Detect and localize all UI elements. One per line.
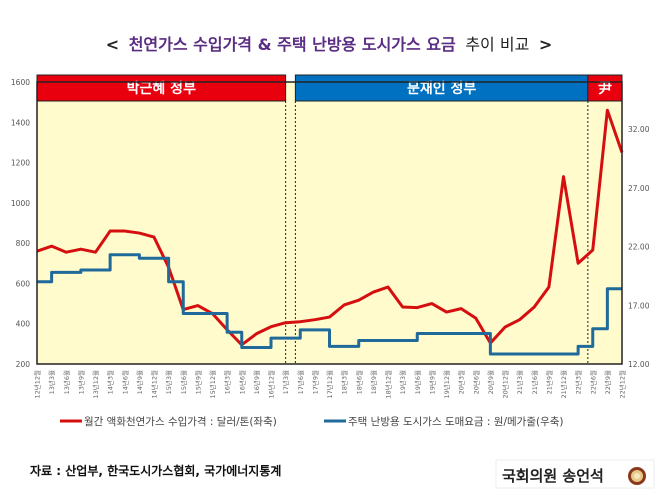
left-axis: 200 400 600 800 1000 1200 1400 1600 bbox=[11, 78, 30, 369]
x-tick-label: 12년12월 bbox=[33, 370, 42, 399]
x-tick-label: 22년12월 bbox=[618, 370, 627, 399]
legend: 월간 액화천연가스 수입가격 : 달러/톤(좌축) 주택 난방용 도시가스 도매요… bbox=[60, 415, 564, 428]
x-tick-label: 20년3월 bbox=[457, 370, 466, 394]
x-tick-label: 17년3월 bbox=[281, 370, 290, 394]
x-tick-label: 20년6월 bbox=[471, 370, 480, 394]
government-periods: 박근혜 정부 문재인 정부 尹 bbox=[36, 74, 623, 364]
x-tick-label: 14년6월 bbox=[120, 370, 129, 394]
left-tick-label: 200 bbox=[16, 360, 31, 369]
plot-area bbox=[37, 82, 622, 364]
x-tick-label: 18년12월 bbox=[384, 370, 393, 399]
signature-box bbox=[495, 459, 655, 489]
x-tick-label: 19년12월 bbox=[442, 370, 451, 399]
x-tick-label: 16년12월 bbox=[267, 370, 276, 399]
right-tick-label: 27.00 bbox=[628, 184, 650, 193]
x-tick-label: 13년6월 bbox=[62, 370, 71, 394]
legend-label: 주택 난방용 도시가스 도매요금 : 원/메가줄(우축) bbox=[348, 416, 564, 428]
period-band bbox=[294, 74, 589, 102]
right-tick-label: 22.00 bbox=[628, 243, 650, 252]
x-tick-label: 22년6월 bbox=[588, 370, 597, 394]
title-open: < bbox=[106, 35, 119, 54]
period-band bbox=[587, 74, 623, 102]
x-tick-label: 22년9월 bbox=[603, 370, 612, 394]
period-label: 문재인 정부 bbox=[407, 80, 476, 97]
right-tick-label: 12.00 bbox=[628, 360, 650, 369]
series-lines bbox=[36, 108, 624, 356]
title-highlight: 천연가스 수입가격 & 주택 난방용 도시가스 요금 bbox=[129, 35, 456, 54]
series-line-1 bbox=[37, 253, 622, 356]
x-tick-label: 20년12월 bbox=[501, 370, 510, 399]
x-tick-label: 14년12월 bbox=[150, 370, 159, 399]
left-tick-label: 1600 bbox=[11, 78, 30, 87]
period-label: 尹 bbox=[598, 81, 612, 97]
x-tick-label: 13년9월 bbox=[76, 370, 85, 394]
x-tick-label: 20년9월 bbox=[486, 370, 495, 394]
national-assembly-emblem-icon bbox=[628, 467, 646, 485]
x-tick-label: 18년6월 bbox=[354, 370, 363, 394]
x-tick-label: 21년9월 bbox=[544, 370, 553, 394]
signature: 국회의원 송언석 bbox=[502, 467, 604, 485]
x-tick-label: 13년12월 bbox=[91, 370, 100, 399]
x-axis: 12년12월 13년3월 13년6월 13년9월 13년12월 14년3월 14년6월 14년… bbox=[33, 370, 627, 399]
x-tick-label: 19년6월 bbox=[413, 370, 422, 394]
legend-label: 월간 액화천연가스 수입가격 : 달러/톤(좌축) bbox=[84, 415, 277, 428]
x-tick-label: 17년6월 bbox=[296, 370, 305, 394]
x-tick-label: 21년12월 bbox=[559, 370, 568, 399]
left-tick-label: 600 bbox=[16, 279, 31, 288]
x-tick-label: 21년3월 bbox=[515, 370, 524, 394]
x-tick-label: 15년3월 bbox=[164, 370, 173, 394]
left-tick-label: 1000 bbox=[11, 199, 30, 208]
x-tick-label: 14년3월 bbox=[106, 370, 115, 394]
title-rest: 추이 비교 bbox=[465, 35, 529, 54]
x-tick-label: 19년9월 bbox=[427, 370, 436, 394]
left-tick-label: 400 bbox=[16, 320, 31, 329]
x-tick-label: 18년3월 bbox=[340, 370, 349, 394]
x-tick-label: 15년6월 bbox=[179, 370, 188, 394]
right-tick-label: 17.00 bbox=[628, 301, 650, 310]
x-tick-label: 17년9월 bbox=[310, 370, 319, 394]
title-close: > bbox=[539, 35, 552, 54]
source-note: 자료 : 산업부, 한국도시가스협회, 국가에너지통계 bbox=[30, 463, 281, 478]
left-tick-label: 1200 bbox=[11, 159, 30, 168]
chart-title: < 천연가스 수입가격 & 주택 난방용 도시가스 요금 추이 비교 > bbox=[106, 35, 553, 54]
x-tick-label: 18년9월 bbox=[369, 370, 378, 394]
x-tick-label: 16년9월 bbox=[252, 370, 261, 394]
left-tick-label: 800 bbox=[16, 239, 31, 248]
right-tick-label: 32.00 bbox=[628, 125, 650, 134]
plot-frame bbox=[36, 81, 623, 365]
x-tick-label: 16년3월 bbox=[223, 370, 232, 394]
x-tick-label: 22년3월 bbox=[574, 370, 583, 394]
x-tick-label: 17년12월 bbox=[325, 370, 334, 399]
series-line-0 bbox=[36, 108, 624, 347]
period-band bbox=[36, 74, 287, 102]
x-tick-label: 21년6월 bbox=[530, 370, 539, 394]
x-tick-label: 16년6월 bbox=[237, 370, 246, 394]
x-tick-label: 14년9월 bbox=[135, 370, 144, 394]
x-tick-label: 19년3월 bbox=[398, 370, 407, 394]
period-label: 박근혜 정부 bbox=[127, 80, 196, 97]
x-tick-label: 15년9월 bbox=[193, 370, 202, 394]
right-axis: 12.00 17.00 22.00 27.00 32.00 bbox=[628, 125, 650, 369]
x-tick-label: 15년12월 bbox=[208, 370, 217, 399]
left-tick-label: 1400 bbox=[11, 118, 30, 127]
x-tick-label: 13년3월 bbox=[47, 370, 56, 394]
